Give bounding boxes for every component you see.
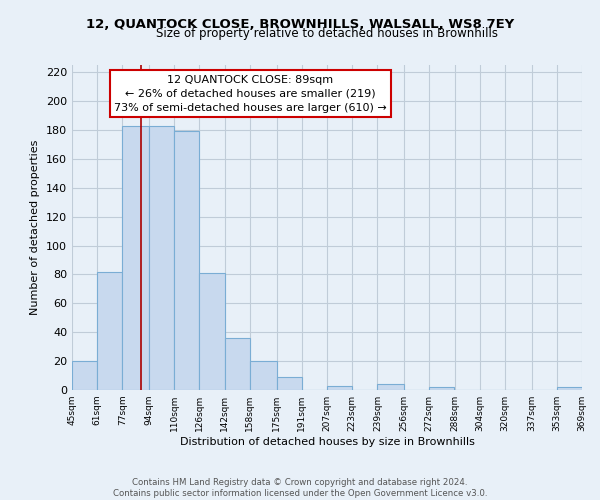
X-axis label: Distribution of detached houses by size in Brownhills: Distribution of detached houses by size …: [179, 437, 475, 447]
Y-axis label: Number of detached properties: Number of detached properties: [31, 140, 40, 315]
Bar: [199, 273, 224, 390]
Bar: [175, 132, 199, 390]
Bar: [277, 377, 302, 390]
Bar: [72, 361, 97, 390]
Bar: [122, 126, 149, 390]
Bar: [377, 384, 404, 390]
Title: Size of property relative to detached houses in Brownhills: Size of property relative to detached ho…: [156, 27, 498, 40]
Text: 12 QUANTOCK CLOSE: 89sqm
← 26% of detached houses are smaller (219)
73% of semi-: 12 QUANTOCK CLOSE: 89sqm ← 26% of detach…: [114, 74, 387, 113]
Bar: [557, 387, 582, 390]
Text: 12, QUANTOCK CLOSE, BROWNHILLS, WALSALL, WS8 7EY: 12, QUANTOCK CLOSE, BROWNHILLS, WALSALL,…: [86, 18, 514, 30]
Bar: [149, 126, 175, 390]
Bar: [97, 272, 122, 390]
Bar: [327, 386, 352, 390]
Bar: [224, 338, 250, 390]
Text: Contains HM Land Registry data © Crown copyright and database right 2024.
Contai: Contains HM Land Registry data © Crown c…: [113, 478, 487, 498]
Bar: [250, 361, 277, 390]
Bar: [430, 387, 455, 390]
